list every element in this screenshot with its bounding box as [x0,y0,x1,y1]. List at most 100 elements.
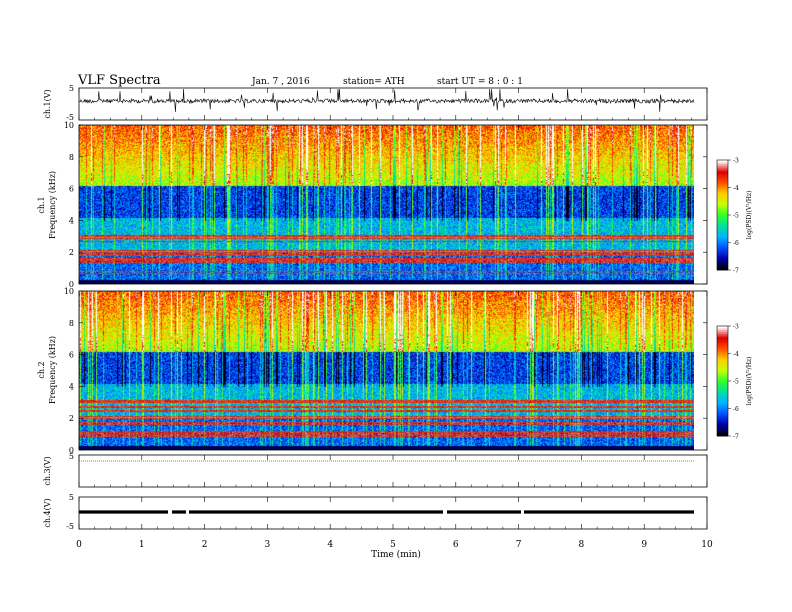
x-tick-label: 1 [139,540,145,550]
figure-title: VLF Spectra [77,73,161,88]
freq-tick-label: 8 [69,153,74,162]
colorbar-swatch [717,209,728,212]
ch4-ytick-bottom: -5 [66,522,74,531]
colorbar-swatch [717,264,728,267]
colorbar-swatch [717,370,728,373]
x-tick-label: 3 [265,540,271,550]
colorbar-swatch [717,388,728,391]
colorbar-swatch [717,351,728,354]
colorbar-ch2: -7 -6 -5 -4 -3 log(PSD)(V²/Hz) [716,324,753,441]
colorbar-swatch [717,349,728,353]
colorbar-swatch [717,415,728,419]
colorbar-swatch [717,379,728,382]
ch1-waveform-ylabel: ch.1(V) [43,89,52,118]
colorbar-swatch [717,432,728,435]
colorbar-swatch [717,244,728,247]
colorbar-swatch [717,397,728,400]
colorbar-swatch [717,253,728,256]
ch2-freq-ticks: 0 2 4 6 8 10 [64,287,707,455]
x-tick-label: 5 [390,540,396,550]
freq-tick-label: 6 [69,185,74,194]
freq-tick-label: 6 [69,351,74,360]
colorbar-swatch [717,215,728,218]
ch4-ytick-top: 5 [69,493,74,502]
colorbar-swatch [717,362,728,365]
colorbar-swatch [717,428,728,431]
colorbar-swatch [717,329,728,332]
colorbar-tick-label: -3 [733,158,739,165]
colorbar-swatch [717,412,728,415]
colorbar-swatch [717,326,728,329]
colorbar-swatch [717,160,728,163]
colorbar-swatch [717,235,728,238]
colorbar-swatch [717,205,728,209]
colorbar-swatch [717,211,728,214]
colorbar-swatch [717,348,728,351]
colorbar-swatch [717,373,728,376]
colorbar-swatch [717,390,728,393]
colorbar-swatch [717,249,728,253]
colorbar-swatch [717,331,728,334]
colorbar-swatch [717,233,728,236]
colorbar-swatch [717,368,728,371]
colorbar-swatch [717,246,728,249]
colorbar-ch2-swatches [717,326,728,437]
colorbar-swatch [717,237,728,240]
ch1-spectrogram-panel: 0 2 4 6 8 10 ch.1 Frequency (kHz) [37,121,708,289]
colorbar-swatch [717,346,728,349]
start-ut-label: start UT = 8 : 0 : 1 [437,77,523,87]
ch4-gap [443,509,447,515]
ch4-gap [186,509,189,515]
colorbar-tick-label: -5 [733,379,739,386]
colorbar-ch1-swatches [717,160,728,271]
time-axis-label: Time (min) [371,549,421,560]
ch1-waveform-panel: 5 -5 ch.1(V) [43,84,708,122]
ch2-spectrogram-image [79,291,694,450]
colorbar-swatch [717,218,728,221]
colorbar-swatch [717,434,728,437]
ch1-spectrogram-ylabel: ch.1 [37,196,46,213]
colorbar-swatch [717,375,728,378]
colorbar-swatch [717,359,728,362]
colorbar-swatch [717,182,728,185]
colorbar-swatch [717,344,728,347]
colorbar-tick-label: -4 [733,185,739,192]
colorbar-swatch [717,240,728,243]
x-tick-label: 10 [701,540,713,550]
colorbar-ch1-label: log(PSD)(V²/Hz) [746,191,753,240]
freq-tick-label: 0 [69,446,74,455]
ch3-waveform-ylabel: ch.3(V) [43,456,52,485]
colorbar-swatch [717,172,728,176]
colorbar-swatch [717,419,728,422]
colorbar-swatch [717,333,728,336]
ch3-ytick-top: 5 [69,452,74,461]
colorbar-swatch [717,167,728,170]
colorbar-swatch [717,198,728,201]
colorbar-swatch [717,401,728,404]
colorbar-swatch [717,404,728,408]
colorbar-swatch [717,171,728,174]
colorbar-swatch [717,393,728,397]
ch4-waveform-ylabel: ch.4(V) [43,498,52,527]
colorbar-swatch [717,366,728,369]
colorbar-tick-label: -7 [733,268,739,275]
ch1-freq-axis-label: Frequency (kHz) [48,171,57,239]
colorbar-swatch [717,414,728,417]
ch1-ytick-top: 5 [69,84,74,93]
x-tick-label: 9 [641,540,647,550]
colorbar-swatch [717,165,728,168]
ch2-spectrogram-panel: 0 2 4 6 8 10 ch.2 Frequency (kHz) [37,287,708,455]
x-tick-label: 8 [579,540,585,550]
colorbar-swatch [717,392,728,395]
colorbar-swatch [717,259,728,262]
colorbar-swatch [717,180,728,183]
colorbar-swatch [717,355,728,358]
ch2-freq-axis-label: Frequency (kHz) [48,336,57,404]
colorbar-ch1-ticks: -7 -6 -5 -4 -3 [728,158,739,275]
colorbar-swatch [717,161,728,165]
x-tick-label: 7 [516,540,522,550]
colorbar-swatch [717,430,728,433]
colorbar-ch1: -7 -6 -5 -4 -3 log(PSD)(V²/Hz) [716,158,753,275]
colorbar-swatch [717,202,728,205]
